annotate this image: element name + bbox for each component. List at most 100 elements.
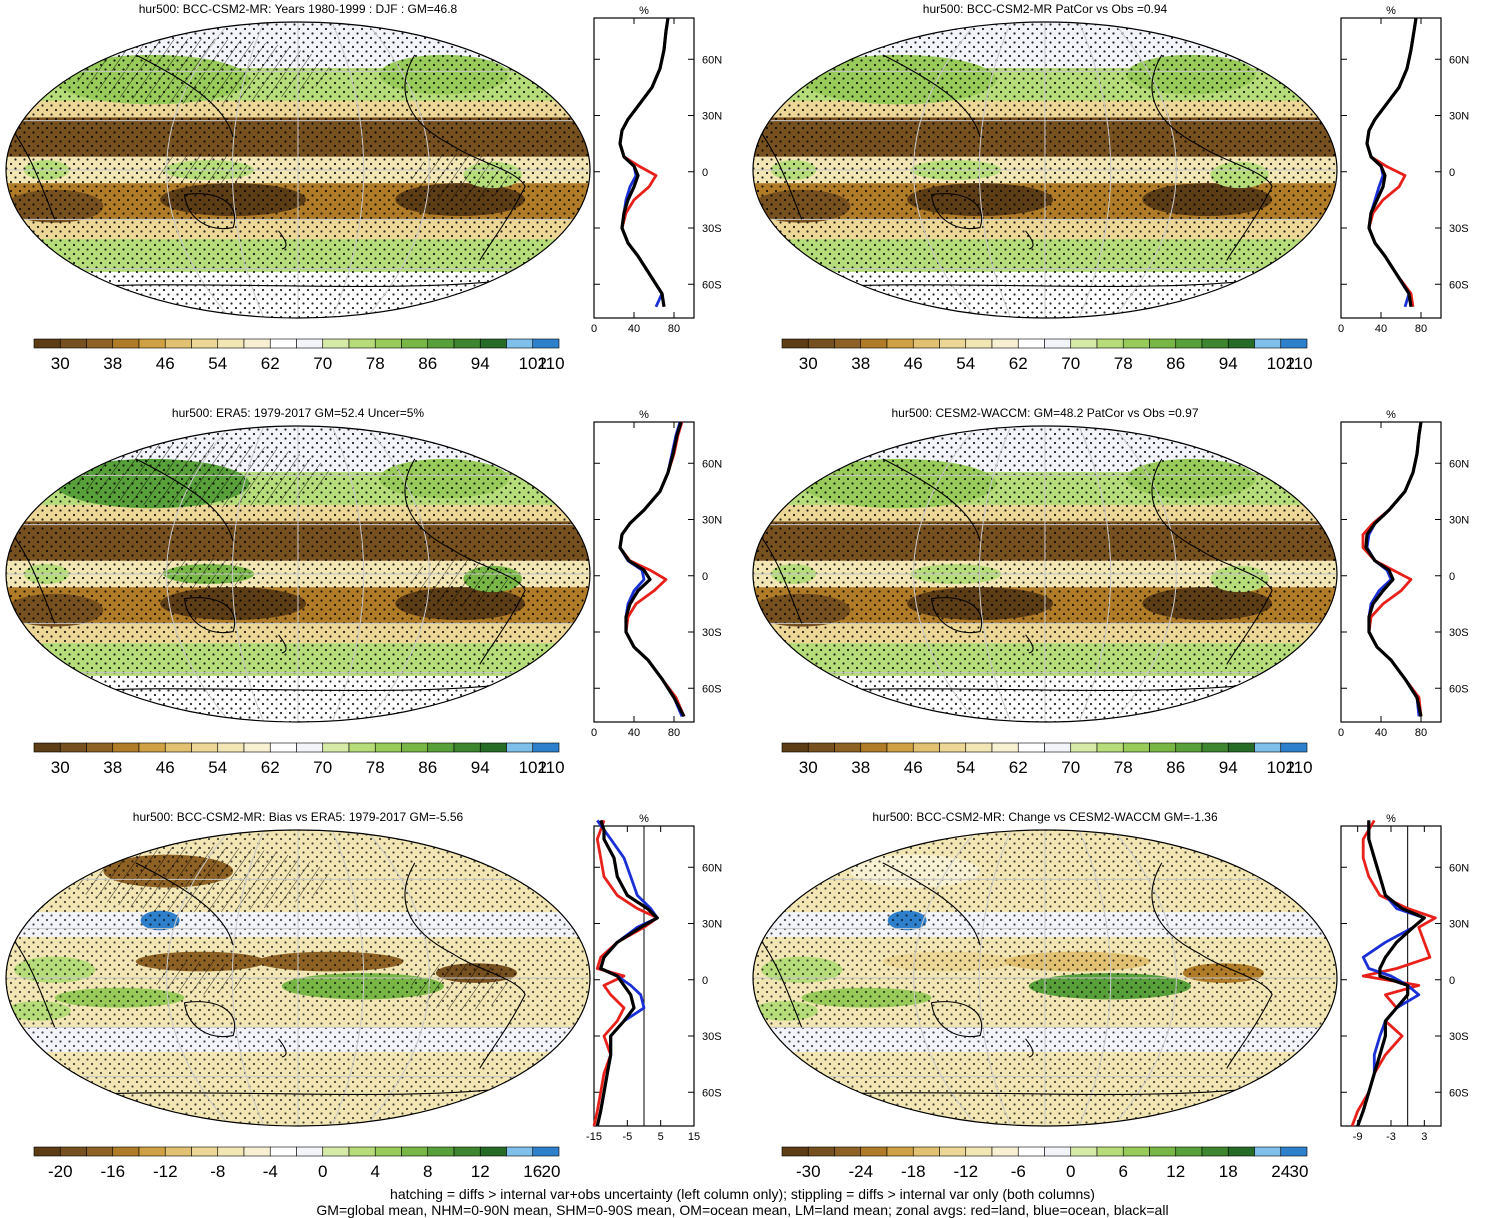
coastline — [404, 54, 526, 261]
colorbar-cell — [1227, 742, 1255, 753]
x-label: 0 — [1338, 323, 1344, 335]
colorbar-label: 62 — [1009, 354, 1028, 373]
colorbar-cell — [322, 338, 350, 349]
coastline — [1025, 634, 1034, 654]
colorbar-cell — [348, 1146, 376, 1157]
colorbar-cell — [164, 742, 192, 753]
colorbar-label: 78 — [1114, 758, 1133, 777]
colorbar-cell — [939, 1146, 967, 1157]
x-label: -15 — [586, 1131, 602, 1143]
colorbar-label: 110 — [537, 354, 564, 373]
map-panel-1 — [6, 22, 590, 318]
colorbar-cell — [912, 742, 940, 753]
zonal-plot-3: % 60N 30N 0 30S 60S 0 40 80 — [591, 409, 722, 739]
colorbar-cell — [807, 1146, 835, 1157]
x-label: 80 — [1415, 323, 1427, 335]
gridline-lon — [1112, 830, 1177, 1126]
x-label: 80 — [668, 323, 680, 335]
lat-label: 0 — [702, 571, 708, 583]
colorbar-label: 54 — [956, 354, 975, 373]
colorbar-label: 94 — [471, 354, 490, 373]
colorbar-cell — [1096, 1146, 1124, 1157]
colorbar-cell — [991, 1146, 1019, 1157]
colorbar-cell — [886, 1146, 914, 1157]
colorbar-cell — [939, 742, 967, 753]
zonal-title: % — [639, 5, 649, 17]
panel-title-3: hur500: ERA5: 1979-2017 GM=52.4 Uncer=5% — [172, 406, 424, 420]
colorbar-cell — [1175, 742, 1203, 753]
coastline — [135, 54, 234, 138]
gridline-lon — [166, 426, 231, 722]
colorbar-label: 38 — [103, 758, 122, 777]
lat-label: 60S — [1449, 683, 1469, 695]
colorbar-cell — [217, 1146, 245, 1157]
colorbar-label: 102 — [1267, 758, 1295, 777]
gridline-lon — [913, 830, 978, 1126]
gridline-lon — [231, 426, 265, 722]
colorbar-cell — [479, 1146, 507, 1157]
colorbar-cell — [1096, 742, 1124, 753]
hatch-amazon — [411, 153, 509, 203]
coastline — [1151, 458, 1273, 665]
coastline — [404, 862, 526, 1069]
colorbar-label: 86 — [418, 758, 437, 777]
colorbar-cell — [1122, 338, 1150, 349]
series-line-all — [1365, 17, 1418, 308]
colorbar-cell — [164, 338, 192, 349]
colorbar-cell — [269, 742, 297, 753]
hatch-amazon — [411, 557, 509, 607]
panel-title-5: hur500: BCC-CSM2-MR: Bias vs ERA5: 1979-… — [133, 810, 464, 824]
colorbar-cell — [807, 338, 835, 349]
colorbar-label: 20 — [542, 1162, 561, 1181]
colorbar-cell — [374, 338, 402, 349]
x-label: 80 — [668, 727, 680, 739]
colorbar-cell — [138, 338, 166, 349]
colorbar-cell — [138, 742, 166, 753]
colorbar-cell — [191, 742, 219, 753]
map-panel-5 — [6, 830, 590, 1126]
colorbar-label: -6 — [1011, 1162, 1026, 1181]
colorbar-label: 38 — [851, 354, 870, 373]
zonal-title: % — [1386, 5, 1396, 17]
colorbar-cell — [217, 742, 245, 753]
gridline-lon — [1112, 22, 1177, 318]
gridline-lon — [978, 426, 1012, 722]
colorbar-cell — [1017, 338, 1045, 349]
series-line-all — [618, 421, 686, 718]
colorbar-cell — [191, 338, 219, 349]
colorbar-cell — [86, 1146, 114, 1157]
gridline-lon — [1078, 426, 1112, 722]
colorbar-label: 78 — [366, 354, 385, 373]
colorbar-label: 24 — [1271, 1162, 1290, 1181]
colorbar-cell — [506, 742, 534, 753]
colorbar-cell — [532, 1146, 560, 1157]
colorbar-cell — [1122, 1146, 1150, 1157]
coastline — [1151, 54, 1273, 261]
zonal-title: % — [639, 813, 649, 825]
colorbar-label: 62 — [261, 758, 280, 777]
colorbar-cell — [991, 338, 1019, 349]
gridline-lon — [1112, 426, 1177, 722]
colorbar-label: 30 — [1290, 1162, 1309, 1181]
gridline-lon — [331, 22, 365, 318]
colorbar-label: 30 — [799, 758, 818, 777]
x-label: 5 — [658, 1131, 664, 1143]
coastline — [1025, 230, 1034, 250]
colorbar-cell — [1201, 338, 1229, 349]
colorbar-label: 54 — [208, 758, 227, 777]
colorbar-cell — [401, 338, 429, 349]
x-label: 15 — [688, 1131, 700, 1143]
colorbar-cell — [1254, 338, 1282, 349]
colorbar-label: 12 — [1166, 1162, 1185, 1181]
colorbar-label: -16 — [100, 1162, 125, 1181]
footer-line-2: GM=global mean, NHM=0-90N mean, SHM=0-90… — [316, 1202, 1169, 1218]
x-label: 0 — [591, 727, 597, 739]
gridline-lon — [1078, 22, 1112, 318]
colorbar-label: 102 — [1267, 354, 1295, 373]
x-label: 40 — [628, 323, 640, 335]
colorbar-label: 62 — [261, 354, 280, 373]
colorbar-label: 46 — [156, 758, 175, 777]
colorbar-cell — [112, 338, 140, 349]
